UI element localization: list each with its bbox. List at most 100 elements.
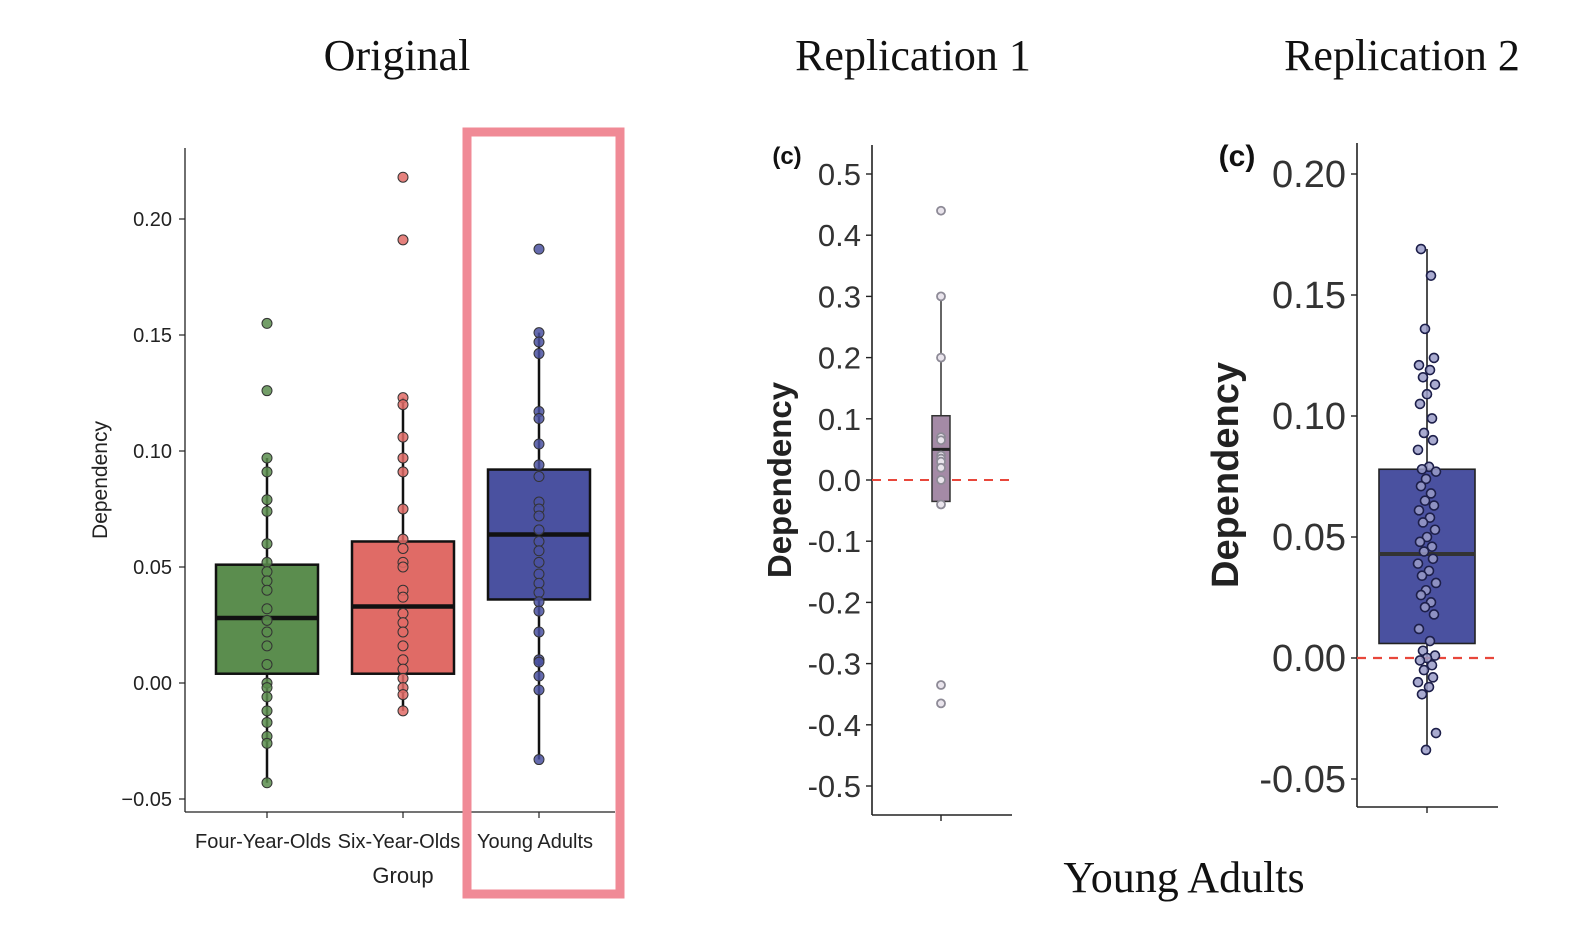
y-axis-label: Dependency <box>1205 362 1247 588</box>
y-tick-label: 0.05 <box>1272 517 1346 559</box>
data-point <box>397 431 409 443</box>
data-point <box>397 663 409 675</box>
data-point <box>1424 364 1436 376</box>
data-point <box>533 754 545 766</box>
y-tick-label: -0.5 <box>808 769 861 804</box>
y-axis-label: Dependency <box>761 381 798 578</box>
y-tick-label: -0.4 <box>808 708 861 743</box>
data-point <box>936 435 946 446</box>
data-point <box>1426 413 1438 424</box>
data-point <box>533 656 545 668</box>
data-point <box>1427 434 1439 446</box>
data-point <box>1413 359 1425 371</box>
data-point <box>533 587 545 599</box>
y-tick-label: −0.05 <box>121 789 172 811</box>
data-point <box>1428 352 1440 364</box>
y-tick-label: 0.2 <box>818 341 861 376</box>
y-tick-label: 0.4 <box>818 218 861 253</box>
data-point <box>1428 500 1440 511</box>
data-point <box>533 535 545 547</box>
replication-1-chart: -0.5 -0.4 -0.3 -0.2 -0.1 0.0 0.1 0.2 0.3 0.4 0.5 De… <box>761 143 1012 821</box>
y-tick-label: 0.5 <box>818 157 861 192</box>
data-point <box>1420 744 1432 756</box>
y-tick-label: 0.15 <box>1272 275 1346 317</box>
data-point <box>397 466 409 478</box>
data-point <box>1418 664 1430 676</box>
data-point <box>1426 659 1438 671</box>
heading-replication-2: Replication 2 <box>1284 31 1520 80</box>
data-point <box>397 533 409 545</box>
data-point <box>1416 463 1428 475</box>
data-point <box>1421 531 1433 543</box>
data-point <box>261 705 273 717</box>
data-point <box>397 626 409 638</box>
data-point <box>533 626 545 638</box>
panel-label: (c) <box>772 143 801 170</box>
y-tick-label: 0.05 <box>133 557 172 579</box>
data-point <box>1419 601 1431 613</box>
data-point <box>1419 323 1431 335</box>
data-point <box>1412 558 1424 569</box>
data-point <box>533 545 545 557</box>
data-point <box>397 452 409 464</box>
caption-young-adults: Young Adults <box>1063 853 1304 902</box>
original-chart: −0.05 0.00 0.05 0.10 0.15 0.20 Dependency Group… <box>89 127 625 899</box>
data-point <box>1412 444 1424 456</box>
data-point <box>1424 635 1436 647</box>
data-point <box>1427 553 1439 565</box>
data-point <box>533 438 545 450</box>
data-point <box>261 317 273 329</box>
data-point <box>1424 512 1436 523</box>
data-point <box>1416 688 1428 700</box>
data-point <box>533 670 545 682</box>
data-point <box>533 336 545 348</box>
data-point <box>533 459 545 471</box>
replication-2-chart: -0.05 0.00 0.05 0.10 0.15 0.20 Dependency (c) <box>1205 140 1498 813</box>
data-point <box>533 568 545 580</box>
data-point <box>533 524 545 536</box>
data-point <box>261 626 273 638</box>
data-point <box>533 684 545 696</box>
y-tick-label: -0.1 <box>808 524 861 559</box>
data-point <box>397 640 409 652</box>
data-point <box>397 542 409 554</box>
data-point <box>1413 623 1425 635</box>
y-tick-label: 0.10 <box>133 441 172 463</box>
data-point <box>1414 536 1426 548</box>
data-point <box>397 591 409 603</box>
y-tick-label: 0.0 <box>818 463 861 498</box>
x-tick-label: Six-Year-Olds <box>338 831 461 853</box>
y-tick-label: 0.3 <box>818 279 861 314</box>
data-point <box>261 614 273 626</box>
data-point <box>397 561 409 573</box>
data-point <box>1416 570 1428 582</box>
y-tick-label: 0.20 <box>133 209 172 231</box>
data-point <box>397 672 409 684</box>
data-point <box>1415 589 1427 601</box>
data-point <box>261 566 273 578</box>
data-point <box>261 538 273 550</box>
highlight-box <box>462 127 625 899</box>
data-point <box>261 603 273 615</box>
data-point <box>261 584 273 596</box>
y-tick-label: -0.05 <box>1259 759 1346 801</box>
data-point <box>397 617 409 629</box>
data-point <box>261 452 273 464</box>
x-tick-label: Young Adults <box>477 831 593 853</box>
panel-label: (c) <box>1219 140 1256 173</box>
data-point <box>1423 565 1435 577</box>
data-point <box>936 698 946 709</box>
x-axis-label: Group <box>372 863 433 888</box>
data-point <box>533 471 545 483</box>
data-point <box>533 577 545 589</box>
data-point <box>1415 243 1427 255</box>
data-point <box>261 494 273 506</box>
data-point <box>533 327 545 339</box>
data-point <box>1419 495 1431 507</box>
data-point <box>261 385 273 397</box>
y-tick-label: -0.2 <box>808 585 861 620</box>
data-point <box>397 399 409 411</box>
data-point <box>936 462 946 473</box>
y-tick-label: 0.00 <box>1272 638 1346 680</box>
